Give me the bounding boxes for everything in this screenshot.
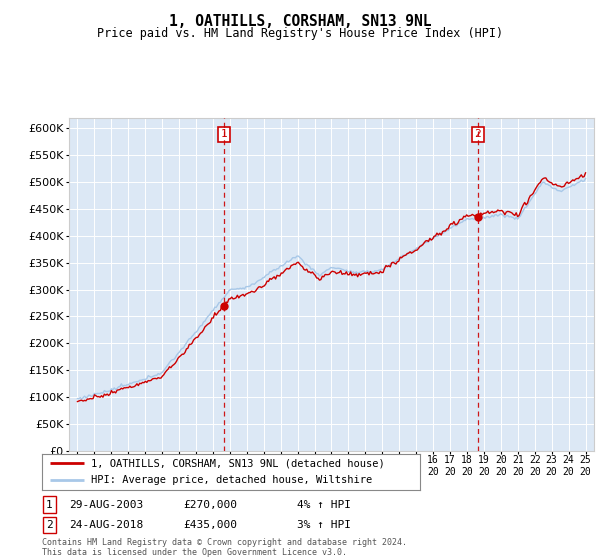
Text: 1: 1 (221, 129, 227, 139)
Text: 4% ↑ HPI: 4% ↑ HPI (297, 500, 351, 510)
Text: 2: 2 (46, 520, 53, 530)
Text: £435,000: £435,000 (183, 520, 237, 530)
Text: 1: 1 (46, 500, 53, 510)
Text: 3% ↑ HPI: 3% ↑ HPI (297, 520, 351, 530)
Text: Contains HM Land Registry data © Crown copyright and database right 2024.
This d: Contains HM Land Registry data © Crown c… (42, 538, 407, 557)
Text: £270,000: £270,000 (183, 500, 237, 510)
Text: 1, OATHILLS, CORSHAM, SN13 9NL (detached house): 1, OATHILLS, CORSHAM, SN13 9NL (detached… (91, 459, 385, 468)
Text: 2: 2 (475, 129, 481, 139)
Text: 1, OATHILLS, CORSHAM, SN13 9NL: 1, OATHILLS, CORSHAM, SN13 9NL (169, 14, 431, 29)
Text: 29-AUG-2003: 29-AUG-2003 (69, 500, 143, 510)
Text: HPI: Average price, detached house, Wiltshire: HPI: Average price, detached house, Wilt… (91, 475, 373, 485)
Text: Price paid vs. HM Land Registry's House Price Index (HPI): Price paid vs. HM Land Registry's House … (97, 27, 503, 40)
Text: 24-AUG-2018: 24-AUG-2018 (69, 520, 143, 530)
